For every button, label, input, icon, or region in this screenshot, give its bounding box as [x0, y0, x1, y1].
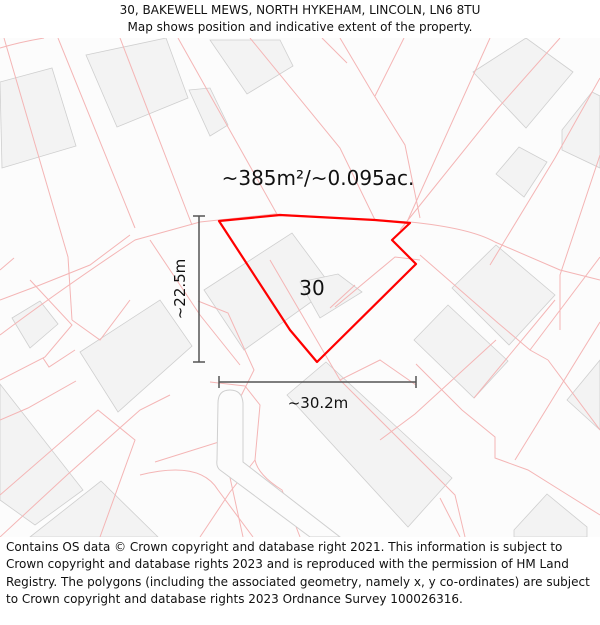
- copyright-attribution: Contains OS data © Crown copyright and d…: [6, 540, 590, 607]
- area-label: ~385m²/~0.095ac.: [222, 166, 415, 190]
- property-address: 30, BAKEWELL MEWS, NORTH HYKEHAM, LINCOL…: [119, 3, 481, 17]
- property-map[interactable]: ~385m²/~0.095ac. 30 ~22.5m ~30.2m: [0, 37, 600, 538]
- road-culdesac: [216, 389, 342, 538]
- height-measure-line: [193, 215, 205, 363]
- map-canvas: ~385m²/~0.095ac. 30 ~22.5m ~30.2m: [0, 37, 600, 538]
- plot-number-label: 30: [299, 276, 324, 300]
- width-measure-label: ~30.2m: [288, 394, 349, 412]
- map-header: 30, BAKEWELL MEWS, NORTH HYKEHAM, LINCOL…: [0, 0, 600, 40]
- property-boundary[interactable]: [217, 213, 418, 364]
- buildings: [0, 37, 600, 538]
- map-subtitle: Map shows position and indicative extent…: [127, 20, 473, 34]
- width-measure-line: [218, 376, 417, 388]
- height-measure-label: ~22.5m: [171, 259, 189, 320]
- parcel-boundaries: [0, 37, 600, 538]
